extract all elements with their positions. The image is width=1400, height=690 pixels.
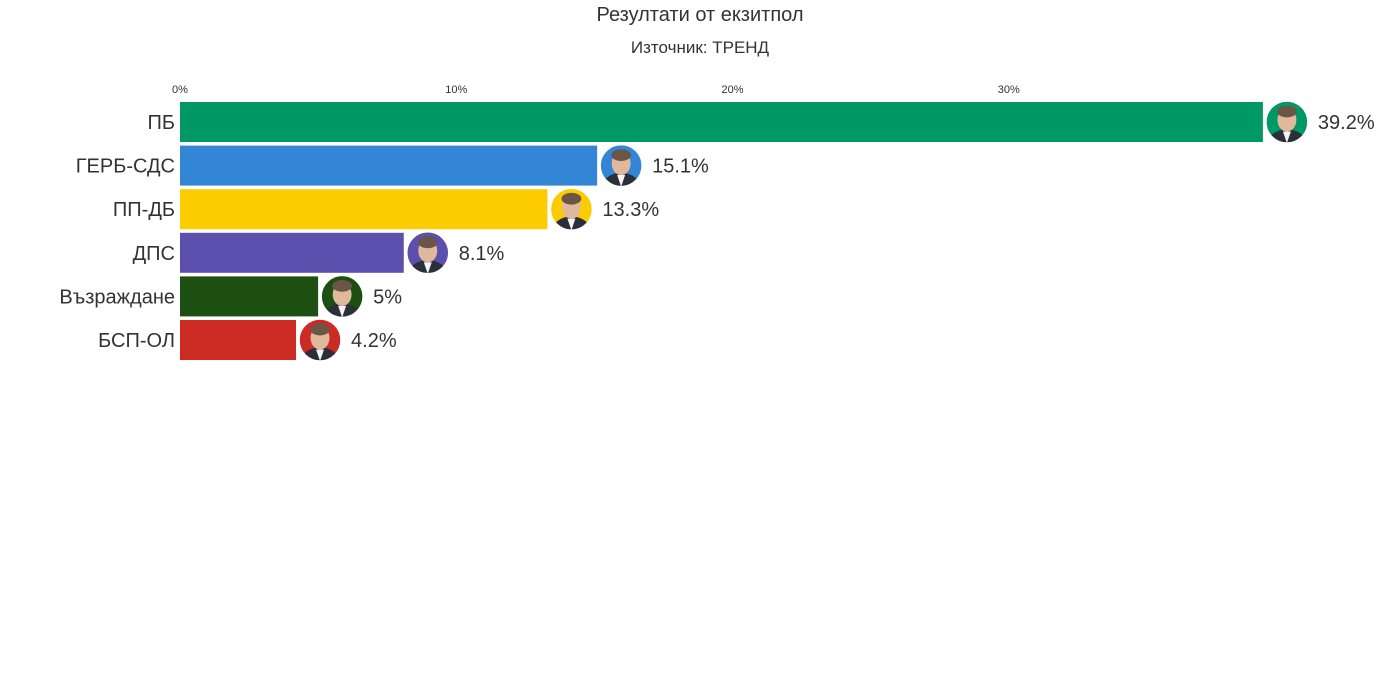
bar bbox=[180, 145, 598, 186]
bar bbox=[180, 189, 548, 230]
avatar-icon bbox=[599, 143, 643, 188]
bar bbox=[180, 232, 404, 273]
x-tick-label: 10% bbox=[445, 84, 467, 96]
avatar-icon bbox=[1265, 100, 1309, 144]
value-label: 13.3% bbox=[602, 199, 659, 221]
chart-title: Резултати от екзитпол bbox=[596, 4, 804, 26]
value-label: 15.1% bbox=[652, 156, 709, 178]
avatar-icon bbox=[406, 231, 450, 275]
avatar-icon bbox=[320, 274, 364, 319]
bar bbox=[180, 320, 297, 360]
bar bbox=[180, 102, 1263, 142]
bar bbox=[180, 276, 319, 317]
avatar-icon bbox=[549, 187, 594, 231]
x-tick-label: 20% bbox=[721, 84, 743, 96]
category-label: БСП-ОЛ bbox=[98, 330, 175, 352]
category-label: ГЕРБ-СДС bbox=[76, 156, 175, 178]
category-label: ПБ bbox=[148, 112, 176, 134]
value-label: 4.2% bbox=[351, 330, 397, 352]
value-label: 5% bbox=[373, 286, 402, 308]
x-tick-label: 30% bbox=[998, 84, 1020, 96]
value-label: 39.2% bbox=[1318, 112, 1375, 134]
category-label: ДПС bbox=[133, 243, 175, 265]
value-label: 8.1% bbox=[459, 243, 505, 265]
x-tick-label: 0% bbox=[172, 84, 188, 96]
avatar-icon bbox=[298, 318, 342, 362]
category-label: Възраждане bbox=[59, 286, 175, 308]
chart-subtitle: Източник: ТРЕНД bbox=[630, 38, 770, 57]
category-label: ПП-ДБ bbox=[113, 199, 175, 221]
